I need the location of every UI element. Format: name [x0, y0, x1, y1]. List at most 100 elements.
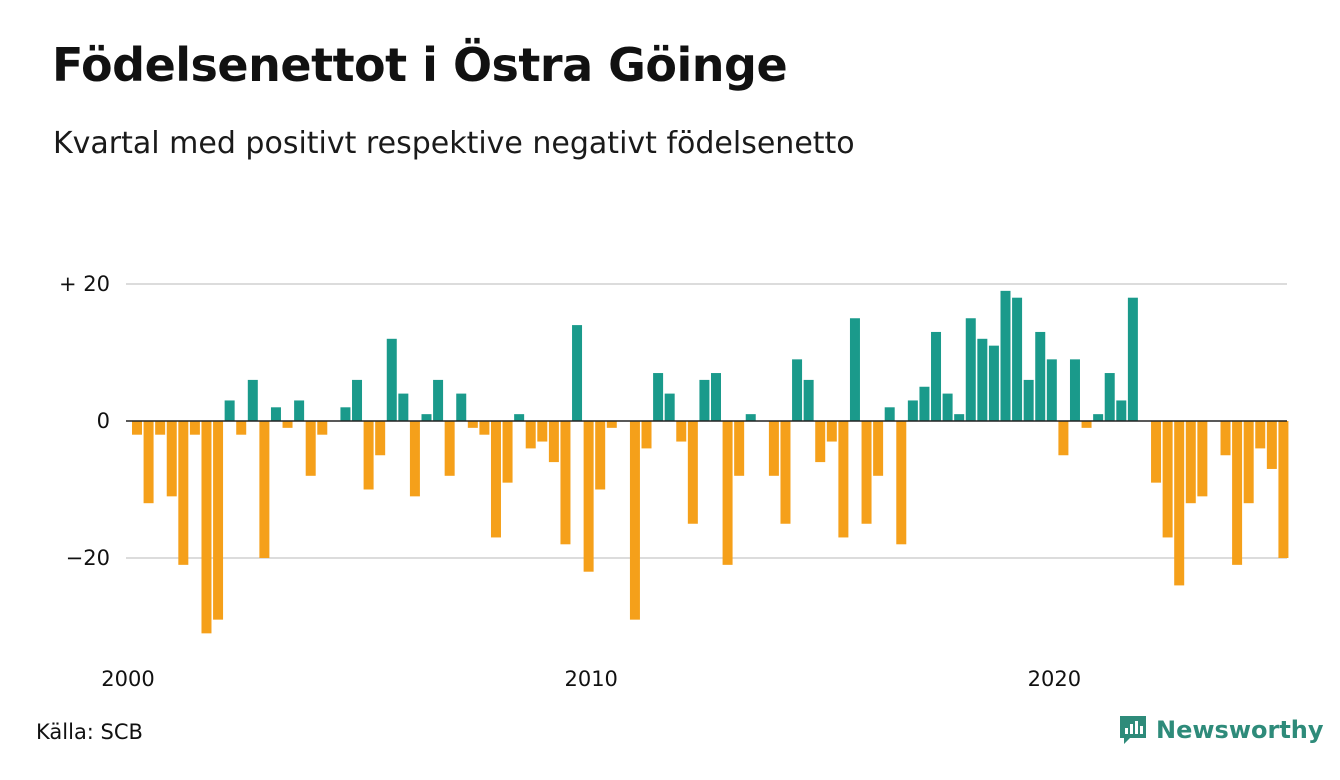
- bar: [803, 379, 814, 421]
- bar: [560, 421, 571, 545]
- bar: [641, 421, 652, 449]
- bar: [270, 407, 281, 421]
- bar: [931, 331, 942, 421]
- bar: [1162, 421, 1173, 538]
- bar: [433, 379, 444, 421]
- bar: [502, 421, 513, 483]
- bar: [780, 421, 791, 524]
- bar: [1081, 421, 1092, 428]
- bar: [1220, 421, 1231, 456]
- bar: [988, 345, 999, 421]
- bar: [687, 421, 698, 524]
- bar: [525, 421, 536, 449]
- x-tick-label: 2020: [1028, 667, 1081, 691]
- bar: [734, 421, 745, 476]
- bar: [1151, 421, 1162, 483]
- bar: [409, 421, 420, 497]
- bar: [919, 386, 930, 421]
- bar: [514, 414, 525, 421]
- bar: [1174, 421, 1185, 586]
- bar: [1058, 421, 1069, 456]
- bar: [664, 393, 675, 421]
- bar: [1197, 421, 1208, 497]
- bar: [1243, 421, 1254, 504]
- y-tick-label: 0: [97, 409, 110, 433]
- bar: [352, 379, 363, 421]
- bar: [247, 379, 258, 421]
- chart-title: Födelsenettot i Östra Göinge: [52, 38, 788, 92]
- bar: [873, 421, 884, 476]
- bar: [456, 393, 467, 421]
- bar: [699, 379, 710, 421]
- bar: [305, 421, 316, 476]
- bar: [1278, 421, 1289, 558]
- bar: [942, 393, 953, 421]
- bar: [1127, 297, 1138, 421]
- bar: [189, 421, 200, 435]
- bar: [444, 421, 455, 476]
- bar: [421, 414, 432, 421]
- brand-logo[interactable]: Newsworthy: [1118, 714, 1324, 746]
- bar: [224, 400, 235, 421]
- newsworthy-logo-icon: [1120, 716, 1146, 744]
- bar: [629, 421, 640, 620]
- bar: [606, 421, 617, 428]
- bar: [213, 421, 224, 620]
- bar: [745, 414, 756, 421]
- bar: [884, 407, 895, 421]
- bar: [711, 373, 721, 421]
- brand-name: Newsworthy: [1156, 716, 1324, 744]
- bar: [1000, 290, 1011, 421]
- bar: [317, 421, 328, 435]
- bar: [1035, 331, 1046, 421]
- bar: [1069, 359, 1080, 421]
- bar: [155, 421, 166, 435]
- bar: [537, 421, 548, 442]
- bar: [861, 421, 872, 524]
- y-axis-labels: + 20 0 −20: [59, 272, 110, 570]
- source-note: Källa: SCB: [36, 720, 143, 744]
- bar: [572, 325, 583, 421]
- bar: [1093, 414, 1104, 421]
- bar: [1104, 373, 1115, 421]
- bar: [907, 400, 918, 421]
- bar: [490, 421, 501, 538]
- bar: [1046, 359, 1057, 421]
- bar: [1232, 421, 1243, 565]
- bar: [1023, 379, 1034, 421]
- bar: [595, 421, 606, 490]
- bar: [896, 421, 907, 545]
- bar: [236, 421, 247, 435]
- bar: [166, 421, 177, 497]
- bar: [676, 421, 687, 442]
- bar: [1266, 421, 1277, 469]
- y-tick-label: −20: [66, 546, 110, 570]
- bar: [849, 318, 860, 421]
- bar: [201, 421, 212, 634]
- bar: [363, 421, 374, 490]
- x-tick-label: 2000: [101, 667, 154, 691]
- bar: [294, 400, 305, 421]
- bar: [282, 421, 293, 428]
- bar: [792, 359, 803, 421]
- bar: [815, 421, 826, 463]
- y-tick-label: + 20: [59, 272, 110, 296]
- bar: [259, 421, 270, 558]
- bar: [768, 421, 779, 476]
- bar: [965, 318, 976, 421]
- bar: [398, 393, 409, 421]
- bar: [548, 421, 559, 463]
- bar: [1012, 297, 1023, 421]
- grid-lines: [126, 283, 1287, 559]
- bar: [479, 421, 490, 435]
- bar: [143, 421, 154, 504]
- bar: [977, 338, 988, 421]
- x-axis-labels: 2000 2010 2020: [101, 667, 1081, 691]
- bars: [132, 290, 1289, 634]
- bar: [838, 421, 849, 538]
- bar: [178, 421, 189, 565]
- bar: [954, 414, 965, 421]
- x-tick-label: 2010: [564, 667, 617, 691]
- bar: [1185, 421, 1196, 504]
